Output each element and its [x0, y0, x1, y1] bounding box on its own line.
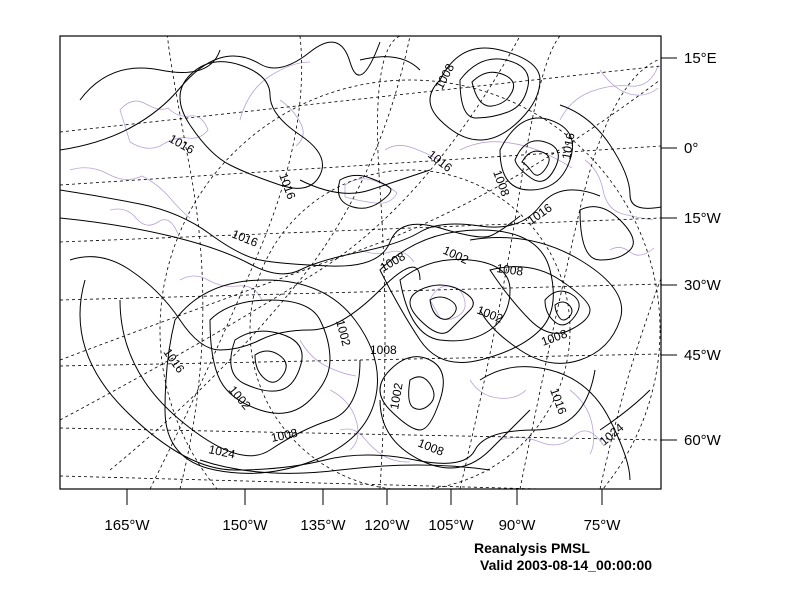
- contour-label: 1016: [425, 147, 455, 175]
- lat-tick-label: 60°W: [684, 432, 722, 449]
- right-axis: [661, 57, 677, 441]
- lon-tick-label: 90°W: [499, 517, 537, 534]
- contour-label: 1008: [270, 426, 299, 445]
- contour-label: 1008: [416, 436, 446, 459]
- figure-caption-title: Reanalysis PMSL: [474, 540, 590, 556]
- isobar-contours: [60, 41, 661, 481]
- bottom-axis-labels: 165°W 150°W 135°W 120°W 105°W 90°W 75°W: [104, 517, 621, 534]
- contour-label: 1008: [432, 61, 457, 91]
- lon-tick-label: 75°W: [584, 517, 622, 534]
- lat-tick-label: 45°W: [684, 347, 722, 364]
- contour-label: 1008: [496, 261, 525, 279]
- contour-label: 1016: [559, 131, 577, 160]
- contour-label: 1002: [333, 318, 354, 348]
- lon-tick-label: 105°W: [428, 517, 474, 534]
- plot-frame: [59, 35, 662, 490]
- contour-label: 1016: [167, 131, 197, 157]
- contour-label: 1016: [230, 227, 260, 250]
- lon-tick-label: 135°W: [300, 517, 346, 534]
- contour-label: 1002: [226, 383, 254, 413]
- contour-labels: 1008 1016 1016 1016 1016 1008 1016 1016 …: [161, 61, 627, 462]
- lat-tick-label: 15°W: [684, 210, 722, 227]
- contour-label: 1016: [161, 346, 188, 376]
- lon-tick-label: 120°W: [364, 517, 410, 534]
- figure-caption-valid-time: Valid 2003-08-14_00:00:00: [480, 557, 653, 573]
- contour-label: 1024: [597, 420, 627, 448]
- right-axis-labels: 15°E 0° 15°W 30°W 45°W 60°W: [684, 50, 722, 449]
- contour-label: 1002: [387, 381, 405, 410]
- contour-label: 1002: [441, 243, 471, 267]
- contour-label: 1008: [370, 343, 397, 357]
- contour-label: 1016: [547, 386, 569, 416]
- contour-label: 1002: [475, 303, 505, 326]
- contour-label: 1016: [525, 200, 555, 227]
- lat-tick-label: 0°: [684, 140, 698, 157]
- graticule: [60, 36, 661, 489]
- lat-tick-label: 30°W: [684, 277, 722, 294]
- coastlines: [69, 61, 659, 463]
- lat-tick-label: 15°E: [684, 50, 717, 67]
- lon-tick-label: 150°W: [222, 517, 268, 534]
- lon-tick-label: 165°W: [104, 517, 150, 534]
- contour-label: 1024: [207, 442, 236, 461]
- bottom-axis: [126, 489, 603, 505]
